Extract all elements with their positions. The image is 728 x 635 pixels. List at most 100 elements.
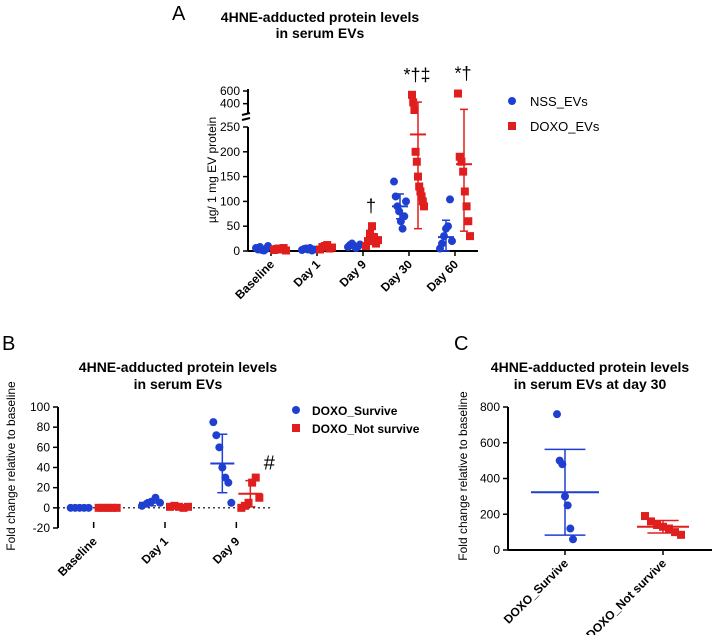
b-point-survive [224,478,233,487]
a-point-nss [438,239,446,248]
b-point-not-survive [248,478,257,487]
a-point-doxo [410,106,419,114]
legend-label-nss: NSS_EVs [530,94,588,109]
a-y-tick-label: 250 [220,120,240,134]
a-y-tick-label: 200 [220,145,240,159]
a-x-tick-label: Day 30 [378,257,415,294]
b-point-survive [227,498,236,507]
panel-b-title-line2: in serum EVs [134,376,223,392]
a-point-doxo [409,98,418,107]
a-point-doxo [416,187,425,196]
panel-c: C 4HNE-adducted protein levels in serum … [454,333,712,635]
a-significance-annotation: † [366,196,376,216]
a-point-nss [446,195,454,204]
b-point-not-survive [251,473,260,482]
legend-label-survive: DOXO_Survive [312,404,398,418]
a-point-doxo [462,202,471,211]
a-x-tick-label: Day 1 [291,257,324,290]
panel-b-legend: DOXO_Survive DOXO_Not survive [292,404,420,436]
c-x-tick-label: DOXO_Survive [501,556,571,626]
legend-marker-survive [292,406,300,414]
panel-a: A 4HNE-adducted protein levels in serum … [172,3,600,302]
a-y-tick-label: 400 [220,97,240,111]
legend-marker-not-survive [292,424,300,432]
panel-c-label: C [454,333,468,355]
a-point-doxo [362,242,370,251]
b-y-tick-label: 40 [37,461,51,475]
panel-c-title-line1: 4HNE-adducted protein levels [491,359,690,375]
c-point-not-survive [653,520,661,529]
a-point-doxo [464,217,473,226]
a-point-nss [448,237,456,246]
c-point-survive [569,535,577,544]
a-point-doxo [411,147,420,156]
a-point-nss [395,207,404,216]
b-point-survive [209,418,218,427]
b-y-tick-label: 0 [43,501,50,515]
panel-a-marks: † *†‡ *† [252,64,474,255]
b-significance-annotation: # [264,453,276,475]
a-point-doxo [455,152,464,161]
c-y-tick-label: 800 [480,400,500,414]
a-point-nss [398,224,407,233]
a-point-doxo [460,187,469,196]
b-x-tick-label: Baseline [55,534,100,579]
a-point-doxo [368,222,376,231]
panel-a-title-line2: in serum EVs [276,25,365,41]
a-y-tick-label: 0 [233,244,240,258]
a-point-nss [390,177,398,186]
panel-a-label: A [172,3,186,25]
c-point-survive [566,524,575,533]
c-point-not-survive [665,524,673,533]
a-x-tick-label: Day 9 [337,257,370,290]
a-significance-annotation: *† [454,64,471,84]
c-point-not-survive [671,528,679,537]
a-y-tick-label: 150 [220,170,240,184]
b-point-survive [212,431,221,440]
panel-b-y-label: Fold change relative to baseline [4,381,18,551]
a-point-doxo [415,182,424,191]
legend-marker-doxo [508,122,516,130]
c-point-not-survive [677,530,685,539]
c-y-tick-label: 0 [493,543,500,557]
a-point-doxo [457,157,466,166]
panel-c-title-line2: in serum EVs at day 30 [514,376,667,392]
b-y-tick-label: -20 [33,521,51,535]
c-point-not-survive [647,517,655,526]
a-point-nss [402,197,410,206]
a-point-doxo [418,197,427,206]
panel-b-title-line1: 4HNE-adducted protein levels [79,359,278,375]
a-y-tick-label: 600 [220,84,240,98]
a-point-nss [444,222,452,231]
panel-b-marks: # [66,418,276,512]
b-y-tick-label: 80 [37,420,51,434]
a-y-tick-label: 100 [220,194,240,208]
c-point-survive [553,410,561,419]
c-y-tick-label: 400 [480,472,500,486]
panel-b-axes: -20 0 20 40 60 80 100 Baseline Day 1 Day 9 [30,400,272,579]
panel-c-marks [531,410,689,544]
c-y-tick-label: 600 [480,436,500,450]
c-y-tick-label: 200 [480,507,500,521]
c-x-tick-label: DOXO_Not survive [583,556,669,635]
legend-label-not-survive: DOXO_Not survive [312,422,420,436]
a-point-doxo [420,202,428,211]
a-point-doxo [454,89,462,98]
panel-b: B 4HNE-adducted protein levels in serum … [2,333,420,579]
panel-a-title-line1: 4HNE-adducted protein levels [221,9,420,25]
b-y-tick-label: 60 [37,440,51,454]
b-point-not-survive [255,493,264,502]
a-x-tick-label: Day 60 [424,257,461,294]
c-point-not-survive [641,512,649,521]
panel-a-legend: NSS_EVs DOXO_EVs [508,94,600,134]
b-point-not-survive [244,498,253,507]
b-y-tick-label: 100 [30,400,50,414]
a-point-doxo [466,232,474,241]
b-x-tick-label: Day 9 [210,534,243,567]
b-y-tick-label: 20 [37,481,51,495]
a-point-doxo [459,167,468,176]
b-point-survive [215,443,224,452]
b-x-tick-label: Day 1 [139,534,172,567]
